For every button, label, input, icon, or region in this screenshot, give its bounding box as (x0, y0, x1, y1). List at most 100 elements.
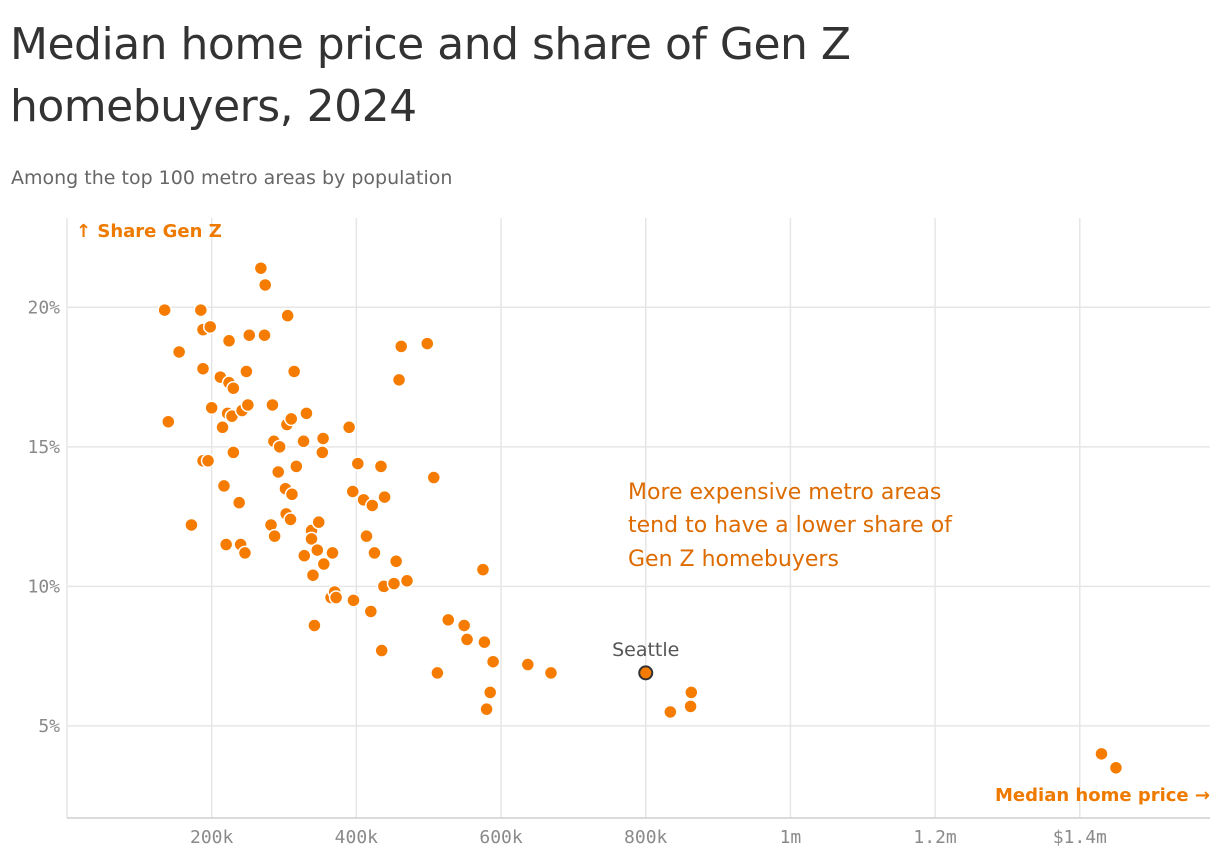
data-point (388, 554, 404, 569)
data-point (239, 364, 254, 379)
data-point (363, 604, 379, 619)
x-tick-label: 800k (624, 827, 668, 848)
x-tick-label: 600k (479, 827, 523, 848)
data-point (485, 654, 501, 669)
data-point (257, 277, 273, 293)
data-point (350, 456, 366, 471)
data-point (283, 512, 298, 527)
data-point (373, 459, 389, 474)
data-point (195, 361, 211, 376)
annotation-line-2: tend to have a lower share of (628, 513, 953, 538)
data-point (299, 406, 314, 421)
data-point (216, 478, 232, 494)
data-point (367, 545, 382, 561)
data-point (257, 327, 272, 343)
data-point (296, 434, 311, 449)
data-point (391, 372, 407, 388)
data-point (204, 400, 219, 416)
data-point (399, 573, 415, 589)
data-point (226, 445, 241, 460)
data-point (663, 704, 678, 720)
data-point (482, 685, 498, 700)
data-point (218, 537, 234, 552)
data-point (200, 453, 216, 469)
data-point (328, 590, 344, 605)
data-point (184, 517, 199, 533)
data-point (426, 470, 442, 485)
annotation-line-3: Gen Z homebuyers (628, 547, 839, 572)
data-point (286, 364, 302, 379)
x-axis-title: Median home price → (995, 785, 1210, 806)
data-point (377, 489, 392, 505)
data-point (456, 618, 472, 633)
data-point (479, 701, 494, 717)
data-point (215, 420, 230, 435)
data-point (341, 420, 357, 435)
data-point (310, 542, 325, 558)
data-point (231, 495, 247, 510)
data-point (305, 567, 321, 583)
data-point (202, 319, 218, 335)
grid (66, 218, 1210, 819)
data-point (475, 562, 491, 577)
data-point (440, 612, 456, 628)
data-point (684, 685, 699, 700)
y-tick-label: 20% (27, 297, 60, 318)
data-point (315, 431, 331, 446)
y-axis-title: ↑ Share Gen Z (76, 221, 222, 242)
data-point (386, 576, 402, 591)
data-point (221, 333, 237, 349)
data-point (267, 528, 282, 544)
data-point (157, 302, 172, 318)
x-tick-label: 200k (190, 827, 234, 848)
data-point (316, 556, 332, 572)
data-point (1108, 760, 1124, 776)
data-point (543, 665, 559, 681)
data-point (359, 528, 374, 544)
data-point (325, 545, 340, 561)
data-point (272, 439, 287, 455)
data-point (171, 344, 187, 360)
data-points (157, 260, 1124, 776)
data-point (270, 464, 286, 480)
data-point (520, 657, 536, 672)
data-point (297, 548, 312, 563)
seattle-label: Seattle (612, 639, 679, 661)
data-point (284, 487, 300, 502)
data-point (420, 336, 435, 351)
data-point (226, 380, 241, 396)
annotation-line-1: More expensive metro areas (628, 480, 941, 505)
x-tick-label: 1m (780, 827, 802, 848)
data-point (315, 445, 330, 460)
data-point (289, 459, 304, 474)
data-point (284, 411, 299, 427)
data-point (459, 632, 475, 647)
data-point (253, 260, 269, 276)
data-point (265, 397, 280, 413)
y-tick-label: 10% (27, 576, 60, 597)
x-tick-label: 1.2m (913, 827, 956, 848)
data-point (374, 643, 389, 658)
data-point (161, 414, 176, 429)
x-tick-label: $1.4m (1053, 827, 1107, 848)
chart-subtitle: Among the top 100 metro areas by populat… (11, 167, 453, 189)
y-tick-label: 15% (27, 437, 60, 458)
data-point (193, 302, 209, 318)
x-tick-label: 400k (335, 827, 379, 848)
data-point (242, 327, 257, 343)
data-point (345, 484, 360, 499)
data-point (477, 634, 492, 650)
data-point (311, 514, 326, 530)
y-tick-label: 5% (38, 716, 60, 737)
axis-ticks: 200k 400k 600k 800k 1m 1.2m $1.4m 5% 10% 15% 20% (27, 297, 1106, 848)
data-point (430, 665, 445, 681)
data-point (237, 545, 253, 561)
data-point (346, 593, 361, 608)
data-point (307, 618, 322, 633)
data-point (365, 498, 380, 513)
data-point (280, 308, 295, 323)
chart-title: Median home price and share of Gen Z hom… (10, 19, 851, 132)
data-point (304, 531, 319, 547)
data-point (240, 397, 256, 413)
